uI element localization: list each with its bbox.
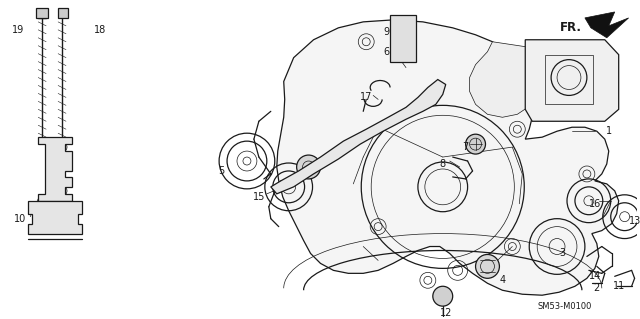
Text: 14: 14: [589, 271, 601, 281]
Text: 12: 12: [440, 308, 452, 318]
Text: 17: 17: [360, 93, 372, 102]
Polygon shape: [276, 20, 619, 295]
Text: 5: 5: [218, 166, 224, 176]
Text: 6: 6: [383, 47, 389, 57]
Circle shape: [433, 286, 452, 306]
Text: 19: 19: [12, 25, 24, 35]
Text: 18: 18: [93, 25, 106, 35]
Polygon shape: [525, 40, 619, 121]
Text: 7: 7: [463, 142, 468, 152]
FancyBboxPatch shape: [58, 8, 68, 18]
Text: 13: 13: [628, 216, 640, 226]
Circle shape: [466, 134, 486, 154]
Text: 11: 11: [612, 281, 625, 291]
Text: 8: 8: [440, 159, 446, 169]
Circle shape: [47, 142, 57, 152]
Polygon shape: [271, 79, 445, 194]
Circle shape: [476, 255, 499, 278]
Polygon shape: [470, 42, 545, 117]
FancyBboxPatch shape: [36, 8, 48, 18]
Circle shape: [57, 142, 67, 152]
Circle shape: [57, 186, 67, 196]
Text: 10: 10: [14, 214, 26, 224]
Text: FR.: FR.: [560, 21, 582, 34]
Polygon shape: [390, 15, 416, 62]
Text: 3: 3: [559, 249, 565, 258]
Polygon shape: [38, 137, 72, 201]
Text: 16: 16: [589, 199, 601, 209]
Text: SM53-M0100: SM53-M0100: [538, 302, 592, 311]
Circle shape: [47, 186, 57, 196]
Polygon shape: [28, 201, 82, 234]
Text: 1: 1: [605, 126, 612, 136]
Circle shape: [296, 155, 321, 179]
Text: 9: 9: [383, 27, 389, 37]
Text: 2: 2: [594, 283, 600, 293]
Text: 4: 4: [499, 275, 506, 285]
Text: 15: 15: [253, 192, 265, 202]
Polygon shape: [585, 12, 628, 38]
